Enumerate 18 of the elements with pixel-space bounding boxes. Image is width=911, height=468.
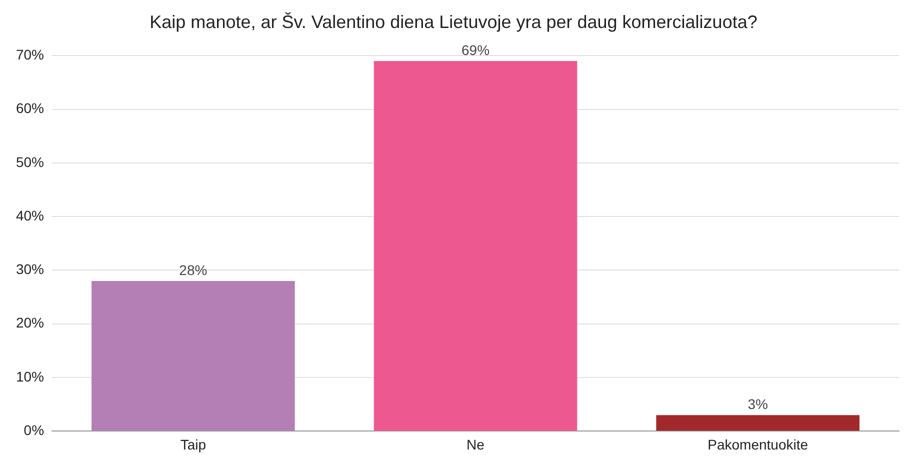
data-label: 69% (461, 42, 490, 58)
bar (374, 60, 578, 431)
chart-title: Kaip manote, ar Šv. Valentino diena Lietuvoje yra per daug komercializuota? (150, 12, 758, 32)
data-label: 3% (748, 396, 768, 412)
x-tick-label: Taip (180, 436, 206, 452)
y-tick-label: 40% (16, 207, 44, 224)
y-tick-label: 10% (16, 368, 44, 384)
y-tick-label: 60% (16, 100, 44, 116)
y-tick-label: 30% (16, 261, 44, 278)
x-tick-label: Pakomentuokite (708, 436, 808, 452)
y-tick-label: 70% (16, 46, 44, 62)
y-tick-label: 20% (16, 314, 44, 331)
x-tick-label: Ne (466, 436, 485, 452)
bar (656, 415, 860, 431)
y-tick-label: 0% (24, 422, 44, 438)
data-label: 28% (179, 262, 208, 278)
bar (92, 280, 295, 431)
y-tick-label: 50% (16, 154, 44, 170)
